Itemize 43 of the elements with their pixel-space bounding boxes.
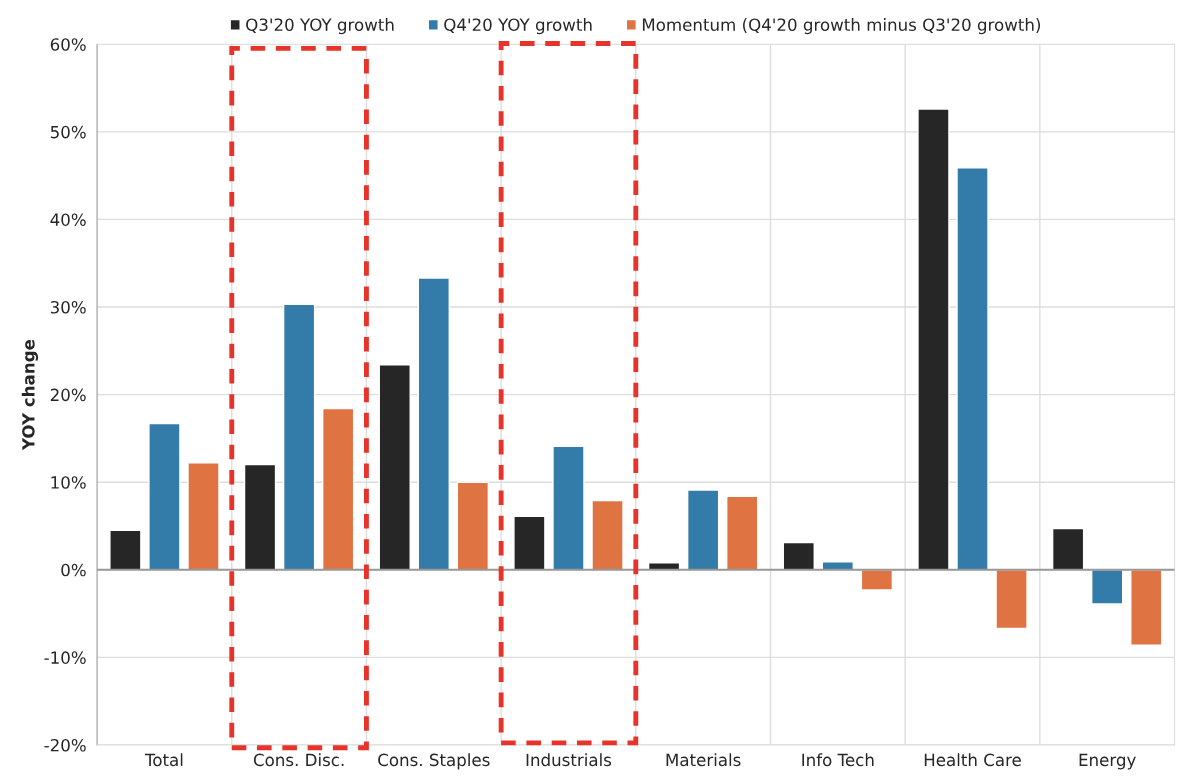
bar xyxy=(1091,569,1124,605)
y-tick-label: -20% xyxy=(44,738,86,752)
bar xyxy=(378,364,411,571)
bar xyxy=(552,445,585,571)
y-tick-label: -10% xyxy=(44,651,86,664)
bar xyxy=(321,407,355,571)
bar xyxy=(148,422,181,571)
x-tick-label: Info Tech xyxy=(802,753,874,767)
bar xyxy=(686,489,720,571)
bar xyxy=(417,277,450,571)
bar xyxy=(860,569,894,591)
bar xyxy=(956,167,989,571)
bar xyxy=(726,495,759,571)
bar xyxy=(456,481,490,571)
y-tick-label: 30% xyxy=(50,300,86,314)
bar xyxy=(243,463,277,571)
bar xyxy=(282,303,316,571)
y-tick-label: 10% xyxy=(51,476,86,489)
x-tick-label: Cons. Staples xyxy=(378,753,490,770)
bar xyxy=(513,515,546,571)
legend-label: Q3'20 YOY growth xyxy=(246,18,394,35)
y-axis-title: YOY change xyxy=(21,339,39,451)
bar xyxy=(782,541,815,571)
x-tick-label: Health Care xyxy=(924,753,1021,767)
x-tick-label: Energy xyxy=(1079,753,1136,770)
bar xyxy=(1130,569,1163,646)
y-tick-label: 50% xyxy=(50,125,86,139)
x-tick-label: Materials xyxy=(666,753,741,767)
y-tick-label: 20% xyxy=(50,388,86,402)
bar xyxy=(1051,527,1085,571)
y-tick-label: 60% xyxy=(50,38,86,51)
bar xyxy=(109,529,142,571)
bar xyxy=(995,569,1028,630)
y-tick-label: 40% xyxy=(50,213,86,226)
bar xyxy=(591,499,624,571)
legend-label: Q4'20 YOY growth xyxy=(444,18,592,35)
x-tick-label: Cons. Disc. xyxy=(253,753,344,767)
bar xyxy=(917,108,950,571)
x-tick-label: Industrials xyxy=(526,753,612,767)
legend-label: Momentum (Q4'20 growth minus Q3'20 growth) xyxy=(642,18,1041,35)
x-tick-label: Total xyxy=(144,753,183,767)
bar xyxy=(187,462,220,571)
y-tick-label: 0% xyxy=(61,563,86,577)
